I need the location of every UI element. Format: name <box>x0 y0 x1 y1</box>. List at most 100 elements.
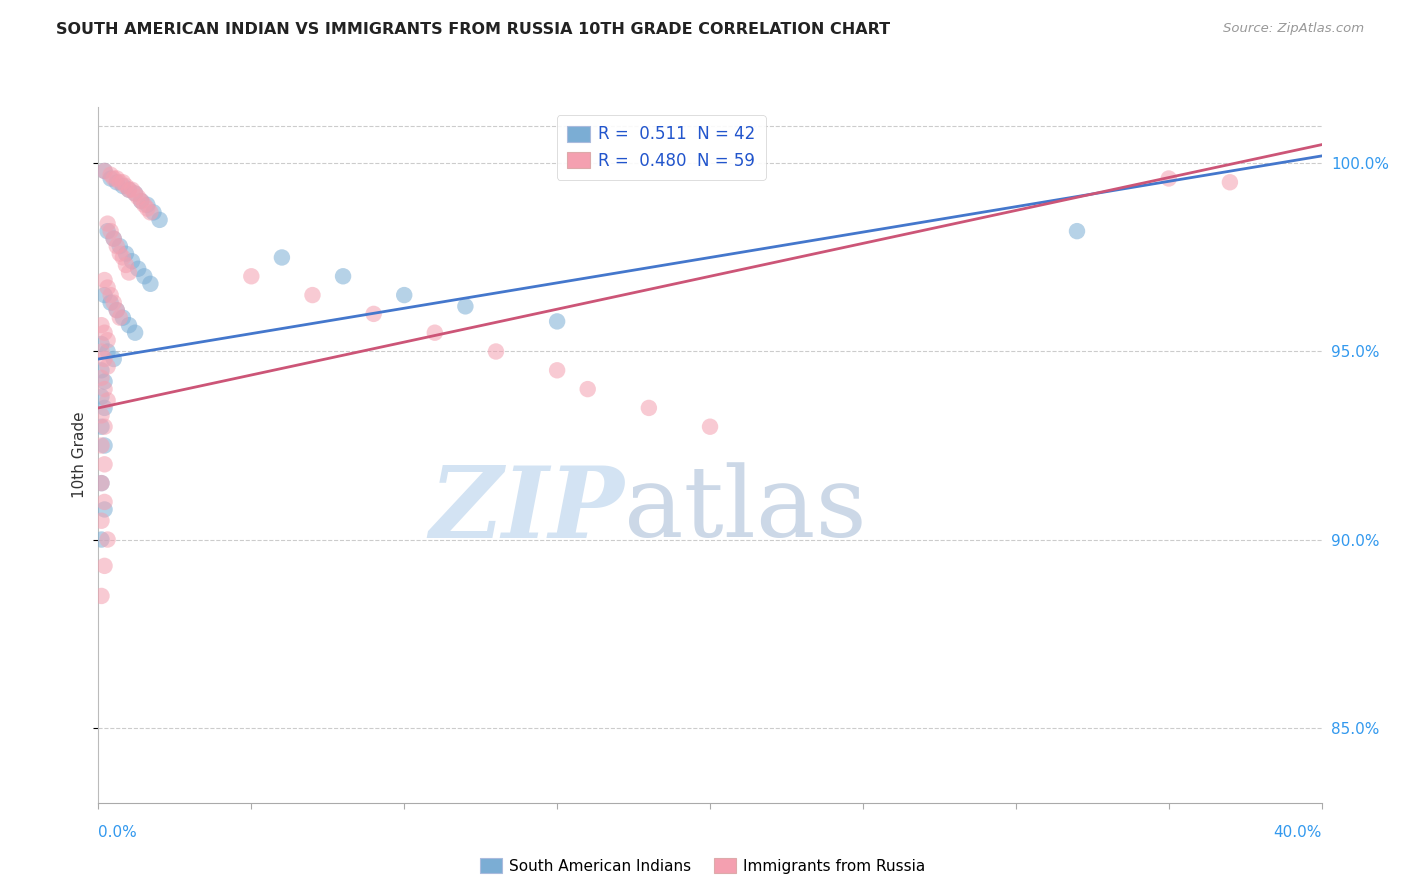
Point <box>97 393 120 408</box>
Point <box>100 295 122 310</box>
Point <box>546 363 568 377</box>
Point <box>93 438 115 452</box>
Point <box>111 179 134 194</box>
Point <box>485 344 508 359</box>
Point <box>93 288 115 302</box>
Text: Source: ZipAtlas.com: Source: ZipAtlas.com <box>1223 22 1364 36</box>
Point <box>108 239 131 253</box>
Point <box>546 314 568 328</box>
Point <box>149 212 172 227</box>
Point <box>90 589 112 603</box>
Point <box>105 303 128 318</box>
Point <box>93 375 115 389</box>
Point <box>392 288 416 302</box>
Point <box>111 175 134 189</box>
Legend: R =  0.511  N = 42, R =  0.480  N = 59: R = 0.511 N = 42, R = 0.480 N = 59 <box>557 115 765 179</box>
Point <box>1219 175 1241 189</box>
Point <box>93 401 115 415</box>
Point <box>100 288 122 302</box>
Point <box>90 533 112 547</box>
Point <box>90 514 112 528</box>
Point <box>134 269 156 284</box>
Point <box>93 495 115 509</box>
Point <box>97 359 120 374</box>
Point <box>118 318 141 333</box>
Point <box>105 239 128 253</box>
Point <box>108 310 131 325</box>
Point <box>93 164 115 178</box>
Point <box>105 303 128 318</box>
Text: 40.0%: 40.0% <box>1274 825 1322 840</box>
Point <box>100 171 122 186</box>
Point <box>90 363 112 377</box>
Point <box>129 194 152 208</box>
Point <box>136 202 159 216</box>
Point <box>115 258 138 272</box>
Text: atlas: atlas <box>624 463 868 558</box>
Point <box>105 175 128 189</box>
Point <box>129 194 152 208</box>
Point <box>90 390 112 404</box>
Point <box>118 266 141 280</box>
Point <box>136 198 159 212</box>
Point <box>90 337 112 351</box>
Legend: South American Indians, Immigrants from Russia: South American Indians, Immigrants from … <box>474 852 932 880</box>
Point <box>270 251 292 265</box>
Point <box>103 232 125 246</box>
Point <box>124 186 146 201</box>
Point <box>93 273 115 287</box>
Point <box>142 205 165 219</box>
Point <box>90 318 112 333</box>
Point <box>699 419 721 434</box>
Point <box>121 183 143 197</box>
Point <box>97 280 120 294</box>
Point <box>127 190 149 204</box>
Point <box>454 299 477 313</box>
Y-axis label: 10th Grade: 10th Grade <box>72 411 87 499</box>
Point <box>97 224 120 238</box>
Point <box>105 171 128 186</box>
Point <box>108 175 131 189</box>
Point <box>97 533 120 547</box>
Point <box>97 217 120 231</box>
Point <box>127 261 149 276</box>
Point <box>103 171 125 186</box>
Point <box>90 409 112 423</box>
Point <box>115 246 138 260</box>
Point <box>111 251 134 265</box>
Point <box>108 246 131 260</box>
Point <box>139 205 162 219</box>
Point <box>115 179 138 194</box>
Point <box>90 438 112 452</box>
Point <box>93 351 115 366</box>
Text: SOUTH AMERICAN INDIAN VS IMMIGRANTS FROM RUSSIA 10TH GRADE CORRELATION CHART: SOUTH AMERICAN INDIAN VS IMMIGRANTS FROM… <box>56 22 890 37</box>
Point <box>93 502 115 516</box>
Point <box>103 295 125 310</box>
Point <box>124 326 146 340</box>
Point <box>90 344 112 359</box>
Point <box>90 476 112 491</box>
Point <box>111 310 134 325</box>
Point <box>124 186 146 201</box>
Point <box>1157 171 1180 186</box>
Point <box>90 419 112 434</box>
Point <box>1066 224 1088 238</box>
Point <box>100 224 122 238</box>
Point <box>103 351 125 366</box>
Point <box>103 232 125 246</box>
Text: ZIP: ZIP <box>429 462 624 558</box>
Point <box>93 558 115 573</box>
Point <box>90 371 112 385</box>
Point <box>332 269 354 284</box>
Point <box>93 419 115 434</box>
Point <box>240 269 263 284</box>
Point <box>93 382 115 396</box>
Point <box>363 307 385 321</box>
Point <box>423 326 446 340</box>
Point <box>118 183 141 197</box>
Point <box>118 183 141 197</box>
Point <box>90 476 112 491</box>
Point <box>139 277 162 291</box>
Point <box>576 382 599 396</box>
Point <box>97 344 120 359</box>
